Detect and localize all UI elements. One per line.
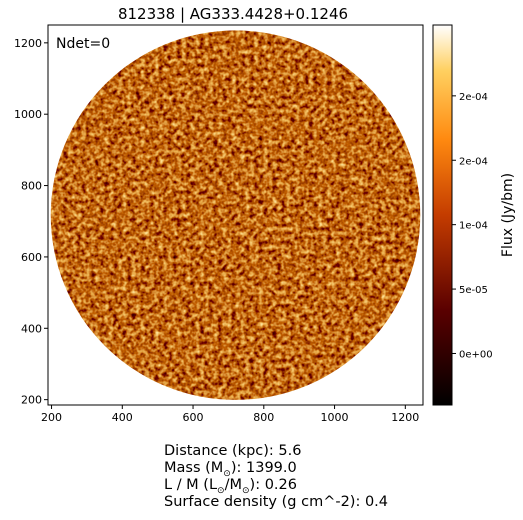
colorbar-tick-label: 1e-04 <box>459 221 488 232</box>
chart-title: 812338 | AG333.4428+0.1246 <box>118 5 348 23</box>
y-tick-label: 200 <box>21 394 42 407</box>
y-tick-label: 600 <box>21 251 42 264</box>
info-luminosity-mass: L / M (L⊙/M⊙): 0.26 <box>164 477 297 496</box>
x-tick-label: 1200 <box>391 411 419 424</box>
plot-area: Ndet=0 <box>47 24 424 406</box>
y-tick-label: 400 <box>21 322 42 335</box>
colorbar-gradient <box>432 24 453 406</box>
flux-map-image <box>50 30 421 400</box>
x-tick-label: 1000 <box>321 411 349 424</box>
colorbar-tick-label: 2e-04 <box>459 156 488 167</box>
info-distance: Distance (kpc): 5.6 <box>164 443 302 459</box>
info-mass: Mass (M⊙): 1399.0 <box>164 460 297 479</box>
x-tick-label: 600 <box>183 411 204 424</box>
ndet-annotation: Ndet=0 <box>56 36 110 52</box>
x-tick-label: 800 <box>253 411 274 424</box>
y-tick-label: 800 <box>21 180 42 193</box>
x-tick-label: 200 <box>41 411 62 424</box>
y-tick-label: 1200 <box>14 37 42 50</box>
colorbar: 0e+00 5e-05 1e-04 2e-04 2e-04 Flux (Jy/bm) <box>432 24 516 406</box>
colorbar-tick-label: 5e-05 <box>459 285 488 296</box>
y-axis: 200 400 600 800 1000 1200 <box>14 37 48 407</box>
info-surface-density: Surface density (g cm^-2): 0.4 <box>164 494 389 510</box>
x-axis: 200 400 600 800 1000 1200 <box>41 405 419 424</box>
x-tick-label: 400 <box>112 411 133 424</box>
y-tick-label: 1000 <box>14 108 42 121</box>
colorbar-label: Flux (Jy/bm) <box>500 173 516 257</box>
colorbar-tick-label: 2e-04 <box>459 92 488 103</box>
plot-frame <box>47 24 424 406</box>
colorbar-tick-label: 0e+00 <box>459 349 493 360</box>
